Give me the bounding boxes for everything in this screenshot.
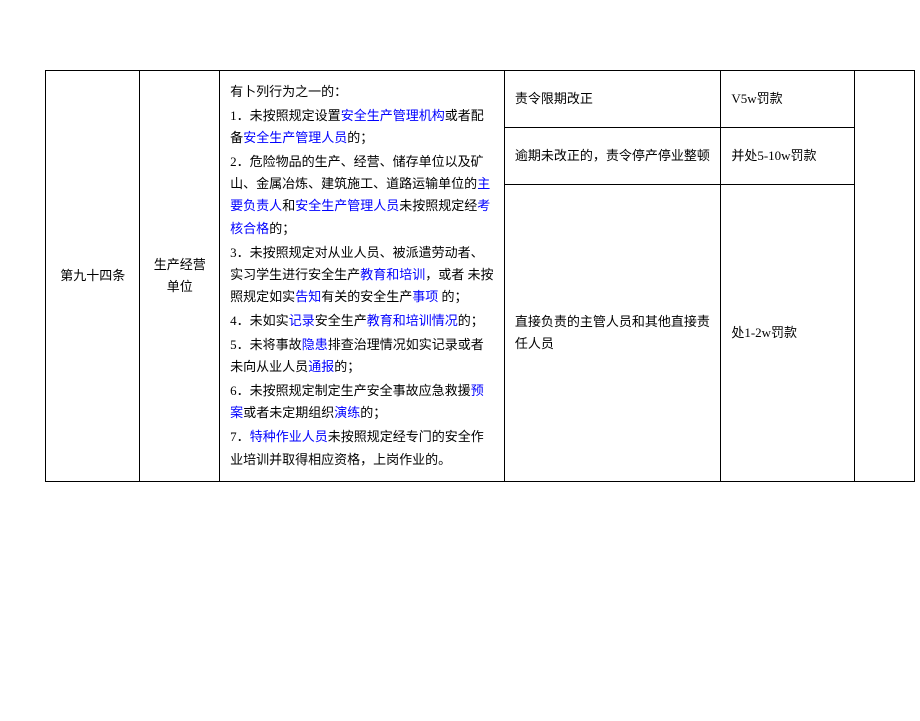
penalty-cell-3: 处1-2w罚款 [721,184,855,481]
items-cell: 有卜列行为之一的：1．未按照规定设置安全生产管理机构或者配备安全生产管理人员的；… [220,71,505,482]
empty-cell [855,71,915,482]
condition-cell-2: 逾期未改正的，责令停产停业整顿 [504,127,720,184]
legal-table: 第九十四条 生产经营单位 有卜列行为之一的：1．未按照规定设置安全生产管理机构或… [45,70,915,482]
condition-cell-1: 责令限期改正 [504,71,720,128]
penalty-cell-1: V5w罚款 [721,71,855,128]
subject-cell: 生产经营单位 [140,71,220,482]
article-cell: 第九十四条 [46,71,140,482]
condition-cell-3: 直接负责的主管人员和其他直接责任人员 [504,184,720,481]
penalty-cell-2: 并处5-10w罚款 [721,127,855,184]
